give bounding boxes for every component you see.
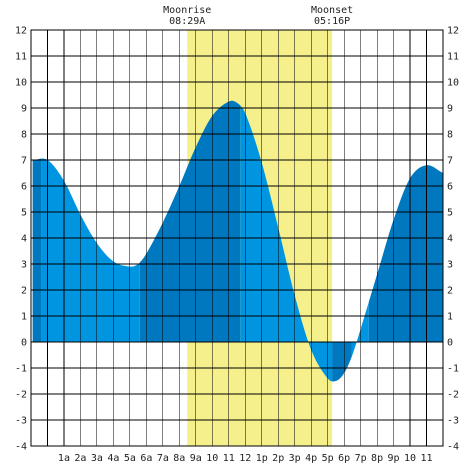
- y-tick-label-left: -1: [15, 364, 27, 375]
- x-tick-label: 9p: [388, 453, 400, 464]
- y-tick-label-right: 11: [447, 52, 459, 63]
- plot-frame: [30, 29, 444, 447]
- y-tick-label-left: 3: [21, 260, 27, 271]
- y-tick-label-right: 7: [447, 156, 453, 167]
- x-tick-label: 7a: [157, 453, 169, 464]
- y-tick-label-right: 4: [447, 234, 453, 245]
- y-tick-label-left: 9: [21, 104, 27, 115]
- x-tick-label: 10: [404, 453, 416, 464]
- x-tick-label: 8p: [371, 453, 383, 464]
- x-tick-label: 4a: [107, 453, 119, 464]
- tide-band-5: [332, 342, 352, 382]
- tide-band-4: [240, 105, 333, 382]
- x-tick-label: 3a: [91, 453, 103, 464]
- x-tick-label: 9a: [190, 453, 202, 464]
- y-tick-label-left: -3: [15, 416, 27, 427]
- tide-fill-layer: [32, 100, 443, 382]
- x-tick-label: 6a: [140, 453, 152, 464]
- y-tick-label-right: 12: [447, 26, 459, 37]
- y-tick-label-left: 1: [21, 312, 27, 323]
- tide-band-7: [368, 165, 443, 342]
- y-tick-label-right: 5: [447, 208, 453, 219]
- y-tick-label-left: 5: [21, 208, 27, 219]
- y-tick-label-right: 1: [447, 312, 453, 323]
- x-tick-label: 10: [206, 453, 218, 464]
- y-tick-label-left: 6: [21, 182, 27, 193]
- y-tick-label-left: 8: [21, 130, 27, 141]
- x-tick-label: 7p: [355, 453, 367, 464]
- x-tick-label: 1p: [256, 453, 268, 464]
- y-tick-label-left: -4: [15, 442, 27, 453]
- y-tick-label-right: -1: [447, 364, 459, 375]
- tide-band-3: [139, 100, 241, 342]
- y-tick-label-left: 11: [15, 52, 27, 63]
- y-tick-label-left: 2: [21, 286, 27, 297]
- x-tick-label: 3p: [289, 453, 301, 464]
- y-tick-label-right: 10: [447, 78, 459, 89]
- moonrise-time: 08:29A: [169, 16, 205, 27]
- y-tick-label-right: 2: [447, 286, 453, 297]
- y-tick-label-right: -3: [447, 416, 459, 427]
- y-tick-label-right: 9: [447, 104, 453, 115]
- moonset-label: Moonset: [311, 5, 353, 16]
- y-tick-label-left: 10: [15, 78, 27, 89]
- y-tick-label-left: 0: [21, 338, 27, 349]
- y-tick-label-right: 6: [447, 182, 453, 193]
- y-tick-label-left: 12: [15, 26, 27, 37]
- x-tick-label: 11: [223, 453, 235, 464]
- x-tick-label: 5a: [124, 453, 136, 464]
- y-tick-label-left: -2: [15, 390, 27, 401]
- x-tick-label: 1a: [58, 453, 70, 464]
- y-tick-label-right: 3: [447, 260, 453, 271]
- x-tick-label: 2a: [74, 453, 86, 464]
- x-tick-label: 11: [420, 453, 432, 464]
- tide-band-6: [351, 301, 369, 358]
- moonset-time: 05:16P: [314, 16, 350, 27]
- x-tick-label: 4p: [305, 453, 317, 464]
- tide-band-1: [32, 158, 42, 342]
- y-tick-label-right: 0: [447, 338, 453, 349]
- x-tick-label: 12: [239, 453, 251, 464]
- x-tick-labels: 1a 2a 3a 4a 5a 6a 7a 8a 9a 10 11 12 1p 2p 3p 4p 5p 6p 7p 8p…: [58, 453, 433, 464]
- tide-band-2: [41, 158, 140, 342]
- y-tick-label-right: 8: [447, 130, 453, 141]
- y-tick-label-right: -2: [447, 390, 459, 401]
- x-tick-label: 2p: [272, 453, 284, 464]
- y-tick-label-right: -4: [447, 442, 459, 453]
- x-tick-label: 6p: [338, 453, 350, 464]
- moonrise-label: Moonrise: [163, 5, 211, 16]
- grid-layer: [30, 29, 444, 447]
- x-tick-label: 5p: [322, 453, 334, 464]
- y-tick-label-left: 4: [21, 234, 27, 245]
- y-tick-label-left: 7: [21, 156, 27, 167]
- x-tick-label: 8a: [173, 453, 185, 464]
